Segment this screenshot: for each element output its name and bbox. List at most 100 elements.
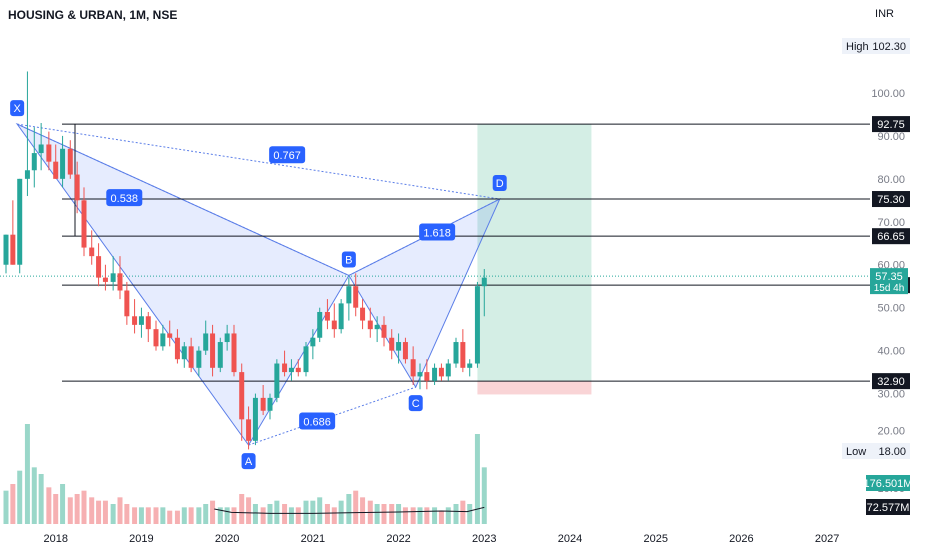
x-tick-label: 2019 — [129, 533, 153, 545]
volume-bar — [175, 511, 180, 524]
level-tag-text: 32.90 — [877, 376, 905, 388]
volume-bar — [325, 504, 330, 524]
low-tag: Low 18.00 — [842, 443, 910, 459]
candle-body — [304, 346, 309, 372]
volume-bar — [89, 497, 94, 524]
point-label-text: A — [245, 456, 253, 468]
candle-body — [396, 342, 401, 351]
volume-bar — [225, 507, 230, 524]
volume-bar — [118, 497, 123, 524]
volume-bar — [124, 504, 129, 524]
y-tick-label: 80.00 — [877, 174, 905, 186]
point-label-text: D — [496, 178, 504, 190]
volume-bar — [360, 497, 365, 524]
volume-bar — [32, 467, 37, 524]
volume-bar — [103, 501, 108, 524]
ratio-label-text: 1.618 — [423, 228, 451, 240]
candle-body — [239, 372, 244, 419]
ratio-label-text: 0.686 — [303, 416, 331, 428]
ratio-label-text: 0.538 — [111, 193, 139, 205]
volume-bar — [232, 507, 237, 524]
y-tick-label: 70.00 — [877, 217, 905, 229]
candle-body — [418, 372, 423, 376]
candle-body — [89, 248, 94, 257]
ratio-label: 0.538 — [106, 189, 142, 206]
candle-body — [96, 256, 101, 277]
x-tick-label: 2027 — [815, 533, 839, 545]
volume-bar — [160, 507, 165, 524]
volume-bar — [475, 434, 480, 524]
high-tag-value: 102.30 — [872, 41, 906, 53]
volume-tag: 176.501M — [864, 475, 913, 491]
harmonic-pattern — [17, 124, 500, 445]
candle-body — [160, 333, 165, 346]
candle-body — [118, 273, 123, 290]
candle-body — [218, 342, 223, 368]
volume-bar — [146, 507, 151, 524]
x-tick-label: 2023 — [472, 533, 496, 545]
volume-bar — [454, 504, 459, 524]
y-tick-label: 90.00 — [877, 131, 905, 143]
volume-bar — [439, 511, 444, 524]
candle-body — [167, 333, 172, 337]
candle-body — [189, 346, 194, 367]
volume-bar — [10, 484, 15, 524]
x-tick-label: 2018 — [43, 533, 67, 545]
candle-body — [4, 235, 9, 265]
volume-bar — [189, 507, 194, 524]
zones-layer — [477, 124, 591, 394]
last-price-text: 57.35 — [875, 271, 903, 283]
candle-body — [68, 149, 73, 175]
volume-bar — [154, 507, 159, 524]
volume-tag: 72.577M — [866, 499, 910, 515]
volume-bar — [253, 504, 258, 524]
candle-body — [346, 286, 351, 303]
candle-body — [353, 286, 358, 307]
candle-body — [403, 342, 408, 359]
volume-bar — [82, 491, 87, 524]
candle-body — [232, 333, 237, 372]
volume-bar — [432, 507, 437, 524]
volume-bar — [111, 504, 116, 524]
candle-body — [39, 144, 44, 153]
point-label-text: B — [345, 254, 352, 266]
candle-body — [325, 312, 330, 321]
candle-body — [467, 364, 472, 368]
candle-body — [146, 316, 151, 329]
candle-body — [389, 338, 394, 351]
candle-body — [124, 291, 129, 317]
candle-body — [310, 338, 315, 347]
candle-body — [282, 364, 287, 373]
candle-body — [439, 368, 444, 377]
volume-bar — [196, 507, 201, 524]
y-tick-label: 40.00 — [877, 346, 905, 358]
volume-bar — [60, 484, 65, 524]
candle-body — [411, 359, 416, 376]
x-axis: 2018 2019 2020 2021 2022 2023 2024 2025 2026 2027 — [43, 533, 839, 545]
volume-bar — [68, 497, 73, 524]
volume-tag-text: 72.577M — [867, 502, 910, 514]
volume-bar — [139, 507, 144, 524]
candle-body — [139, 316, 144, 325]
high-tag: High 102.30 — [842, 38, 910, 54]
volume-bar — [167, 511, 172, 524]
volume-bar — [317, 497, 322, 524]
x-tick-label: 2020 — [215, 533, 239, 545]
x-tick-label: 2026 — [729, 533, 753, 545]
volume-bar — [382, 504, 387, 524]
volume-bar — [289, 507, 294, 524]
volume-bar — [446, 507, 451, 524]
candle-body — [475, 286, 480, 363]
point-label-b: B — [342, 251, 356, 267]
candle-body — [274, 364, 279, 398]
volume-tag-text: 176.501M — [864, 478, 913, 490]
volume-bar — [96, 501, 101, 524]
level-tag: 32.90 — [872, 373, 910, 389]
level-tag: 92.75 — [872, 116, 910, 132]
candle-body — [82, 200, 87, 247]
candle-body — [360, 308, 365, 321]
candle-body — [103, 278, 108, 282]
volume-bar — [411, 507, 416, 524]
x-tick-label: 2024 — [558, 533, 582, 545]
